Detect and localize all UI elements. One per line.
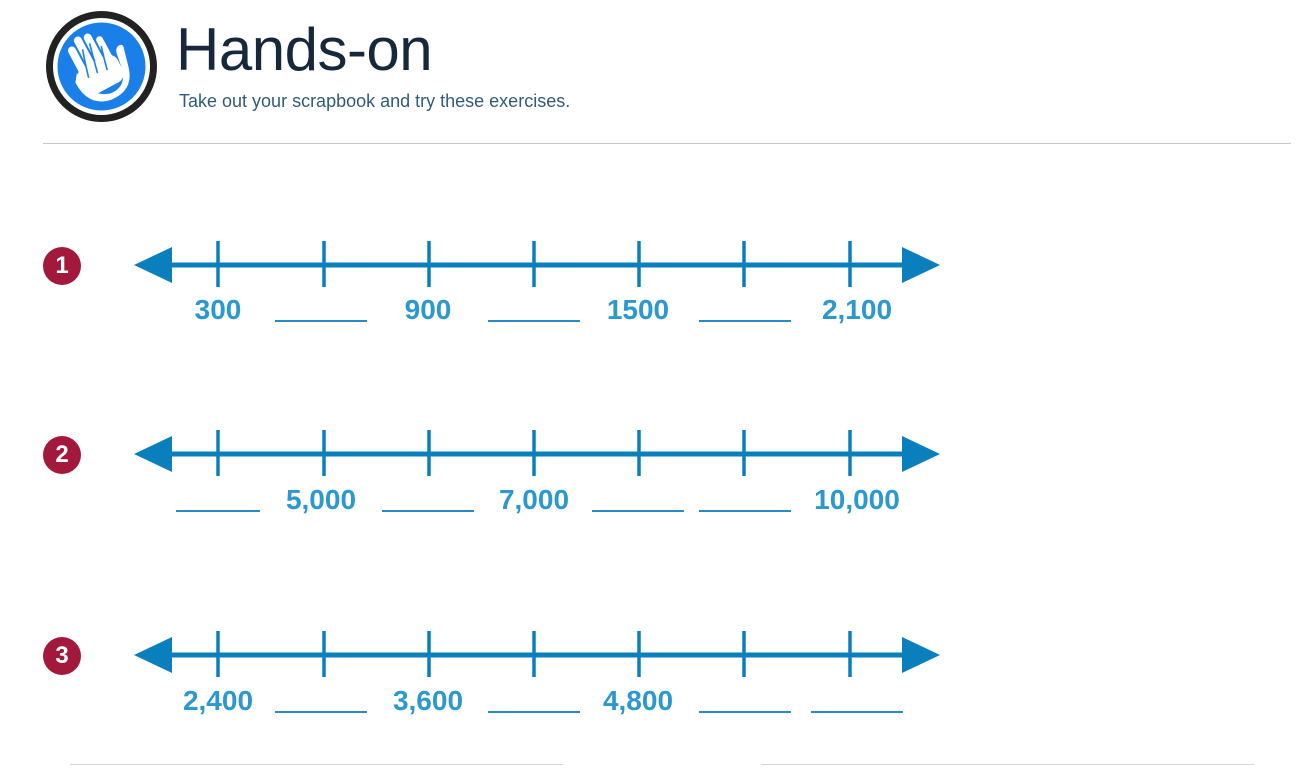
left-arrowhead bbox=[134, 436, 172, 472]
number-line-label: 2,400 bbox=[182, 685, 254, 716]
answer-blank[interactable] bbox=[176, 510, 260, 512]
right-arrowhead bbox=[902, 247, 940, 283]
footer-rule-left bbox=[70, 764, 563, 765]
header-divider bbox=[43, 143, 1291, 144]
answer-blank[interactable] bbox=[275, 711, 367, 713]
number-line bbox=[134, 241, 940, 287]
number-line-label: 300 bbox=[194, 294, 242, 325]
number-line-label: 5,000 bbox=[285, 484, 357, 515]
number-line-label: 10,000 bbox=[814, 484, 900, 515]
number-line bbox=[134, 631, 940, 677]
exercise-number-badge: 3 bbox=[43, 637, 81, 675]
answer-blank[interactable] bbox=[699, 320, 791, 322]
page-title: Hands-on bbox=[176, 16, 433, 83]
left-arrowhead bbox=[134, 247, 172, 283]
answer-blank[interactable] bbox=[592, 510, 684, 512]
number-line-label: 2,100 bbox=[821, 294, 893, 325]
number-line-label: 4,800 bbox=[602, 685, 674, 716]
number-line bbox=[134, 430, 940, 476]
answer-blank[interactable] bbox=[382, 510, 474, 512]
right-arrowhead bbox=[902, 436, 940, 472]
number-line-label: 1500 bbox=[606, 294, 670, 325]
exercise-number-badge: 2 bbox=[43, 436, 81, 474]
page-subtitle: Take out your scrapbook and try these ex… bbox=[179, 91, 571, 111]
exercise-2: 2 5,000 7,000 10,000 bbox=[0, 406, 1314, 515]
exercise-1: 1 300 900 1500 2,100 bbox=[0, 216, 1314, 325]
answer-blank[interactable] bbox=[699, 510, 791, 512]
answer-blank[interactable] bbox=[488, 320, 580, 322]
number-line-label: 900 bbox=[404, 294, 452, 325]
raised-hand-icon bbox=[46, 11, 157, 122]
exercise-number-badge: 1 bbox=[43, 247, 81, 285]
right-arrowhead bbox=[902, 637, 940, 673]
left-arrowhead bbox=[134, 637, 172, 673]
number-line-label: 3,600 bbox=[392, 685, 464, 716]
number-line-label: 7,000 bbox=[498, 484, 570, 515]
answer-blank[interactable] bbox=[488, 711, 580, 713]
answer-blank[interactable] bbox=[811, 711, 903, 713]
footer-rule-right bbox=[761, 764, 1254, 765]
exercise-3: 3 2,400 3,600 4,800 bbox=[0, 607, 1314, 716]
answer-blank[interactable] bbox=[699, 711, 791, 713]
answer-blank[interactable] bbox=[275, 320, 367, 322]
